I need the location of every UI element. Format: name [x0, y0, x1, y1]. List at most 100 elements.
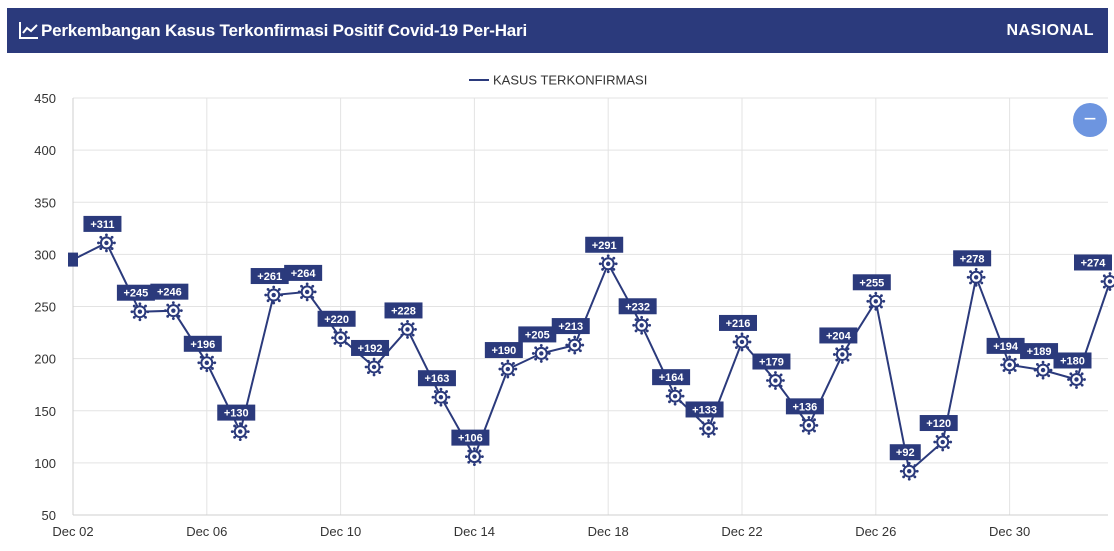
data-label: +228 — [391, 305, 416, 317]
virus-marker — [632, 315, 652, 335]
virus-marker — [97, 233, 116, 253]
data-label-box — [652, 369, 691, 386]
data-label: +246 — [157, 287, 182, 299]
data-label: +120 — [926, 418, 951, 430]
data-label-box — [183, 335, 222, 352]
data-label-box — [953, 250, 992, 267]
data-label-box — [150, 283, 189, 300]
y-tick-label: 100 — [34, 456, 56, 471]
data-label-box — [1020, 343, 1059, 360]
data-label-box — [384, 302, 423, 319]
data-label: +136 — [793, 401, 818, 413]
virus-marker — [1067, 370, 1086, 389]
x-tick-label: Dec 22 — [721, 524, 762, 539]
data-label-box — [919, 415, 958, 432]
virus-marker — [1000, 355, 1019, 375]
virus-marker — [799, 415, 819, 435]
data-label: +106 — [458, 433, 483, 445]
data-label: +92 — [896, 447, 915, 459]
x-tick-label: Dec 26 — [855, 524, 896, 539]
data-label: +255 — [859, 277, 884, 289]
data-point — [68, 252, 78, 267]
data-label-box — [852, 274, 891, 291]
virus-marker — [1033, 360, 1053, 380]
data-label-box — [551, 318, 590, 335]
data-label-box — [785, 398, 824, 415]
zoom-out-button[interactable]: − — [1073, 103, 1107, 137]
virus-marker — [398, 320, 417, 339]
data-label: +264 — [291, 268, 317, 280]
virus-marker — [966, 267, 986, 287]
virus-marker — [598, 254, 618, 274]
data-label: +216 — [726, 318, 751, 330]
virus-marker — [766, 371, 785, 390]
data-label-box — [83, 215, 122, 232]
virus-marker — [297, 282, 317, 302]
minus-icon: − — [1083, 106, 1097, 131]
data-label: +204 — [826, 330, 852, 342]
data-label: +133 — [692, 404, 717, 416]
virus-marker — [163, 301, 183, 321]
data-label-box — [417, 370, 456, 387]
data-label-box — [518, 326, 557, 343]
data-label-box — [1074, 254, 1112, 271]
virus-marker — [130, 302, 150, 322]
data-label: +261 — [257, 271, 282, 283]
data-label-box — [284, 264, 323, 281]
data-label-box — [685, 401, 724, 418]
x-tick-label: Dec 14 — [454, 524, 495, 539]
virus-marker — [933, 432, 953, 452]
data-label: +180 — [1060, 355, 1085, 367]
virus-marker — [331, 328, 350, 348]
data-label-box — [1053, 352, 1092, 369]
data-label: +232 — [625, 301, 650, 313]
x-tick-label: Dec 06 — [186, 524, 227, 539]
virus-marker — [431, 387, 451, 407]
y-tick-label: 350 — [34, 195, 56, 210]
line-chart-icon — [19, 22, 38, 39]
data-label: +213 — [558, 321, 583, 333]
data-label: +278 — [960, 253, 985, 265]
data-label-box — [986, 337, 1025, 354]
data-label-box — [752, 353, 791, 370]
data-label-box — [618, 298, 657, 315]
virus-marker — [665, 386, 685, 406]
data-label-box — [250, 268, 289, 285]
x-tick-label: Dec 30 — [989, 524, 1030, 539]
data-label-box — [116, 284, 155, 301]
data-label-box — [719, 314, 757, 331]
data-label-box — [217, 404, 256, 421]
y-tick-label: 450 — [34, 91, 56, 106]
virus-marker — [197, 353, 217, 373]
virus-marker — [732, 332, 752, 352]
virus-marker — [498, 359, 518, 379]
data-label: +189 — [1027, 346, 1052, 358]
y-tick-label: 250 — [34, 300, 56, 315]
data-label: +163 — [425, 373, 450, 385]
data-label: +192 — [358, 343, 383, 355]
y-tick-label: 50 — [42, 508, 56, 523]
data-label: +291 — [592, 240, 617, 252]
data-label: +179 — [759, 357, 784, 369]
data-label-box — [819, 327, 858, 344]
data-label-box — [317, 310, 356, 327]
virus-marker — [531, 344, 551, 363]
data-label-box — [889, 444, 921, 461]
region-label: NASIONAL — [1006, 22, 1094, 39]
data-label: +245 — [124, 288, 149, 300]
data-label-box — [585, 236, 624, 253]
data-label: +194 — [993, 341, 1019, 353]
virus-marker — [699, 419, 718, 438]
data-label: +220 — [324, 314, 349, 326]
data-label: +205 — [525, 329, 550, 341]
x-tick-label: Dec 02 — [52, 524, 93, 539]
series-line — [72, 241, 1111, 474]
virus-marker — [230, 422, 250, 441]
data-label-box — [451, 429, 490, 446]
x-tick-label: Dec 18 — [588, 524, 629, 539]
virus-marker — [364, 357, 384, 377]
y-tick-label: 200 — [34, 352, 56, 367]
y-tick-label: 150 — [34, 404, 56, 419]
virus-marker — [899, 461, 919, 481]
virus-marker — [866, 291, 886, 311]
